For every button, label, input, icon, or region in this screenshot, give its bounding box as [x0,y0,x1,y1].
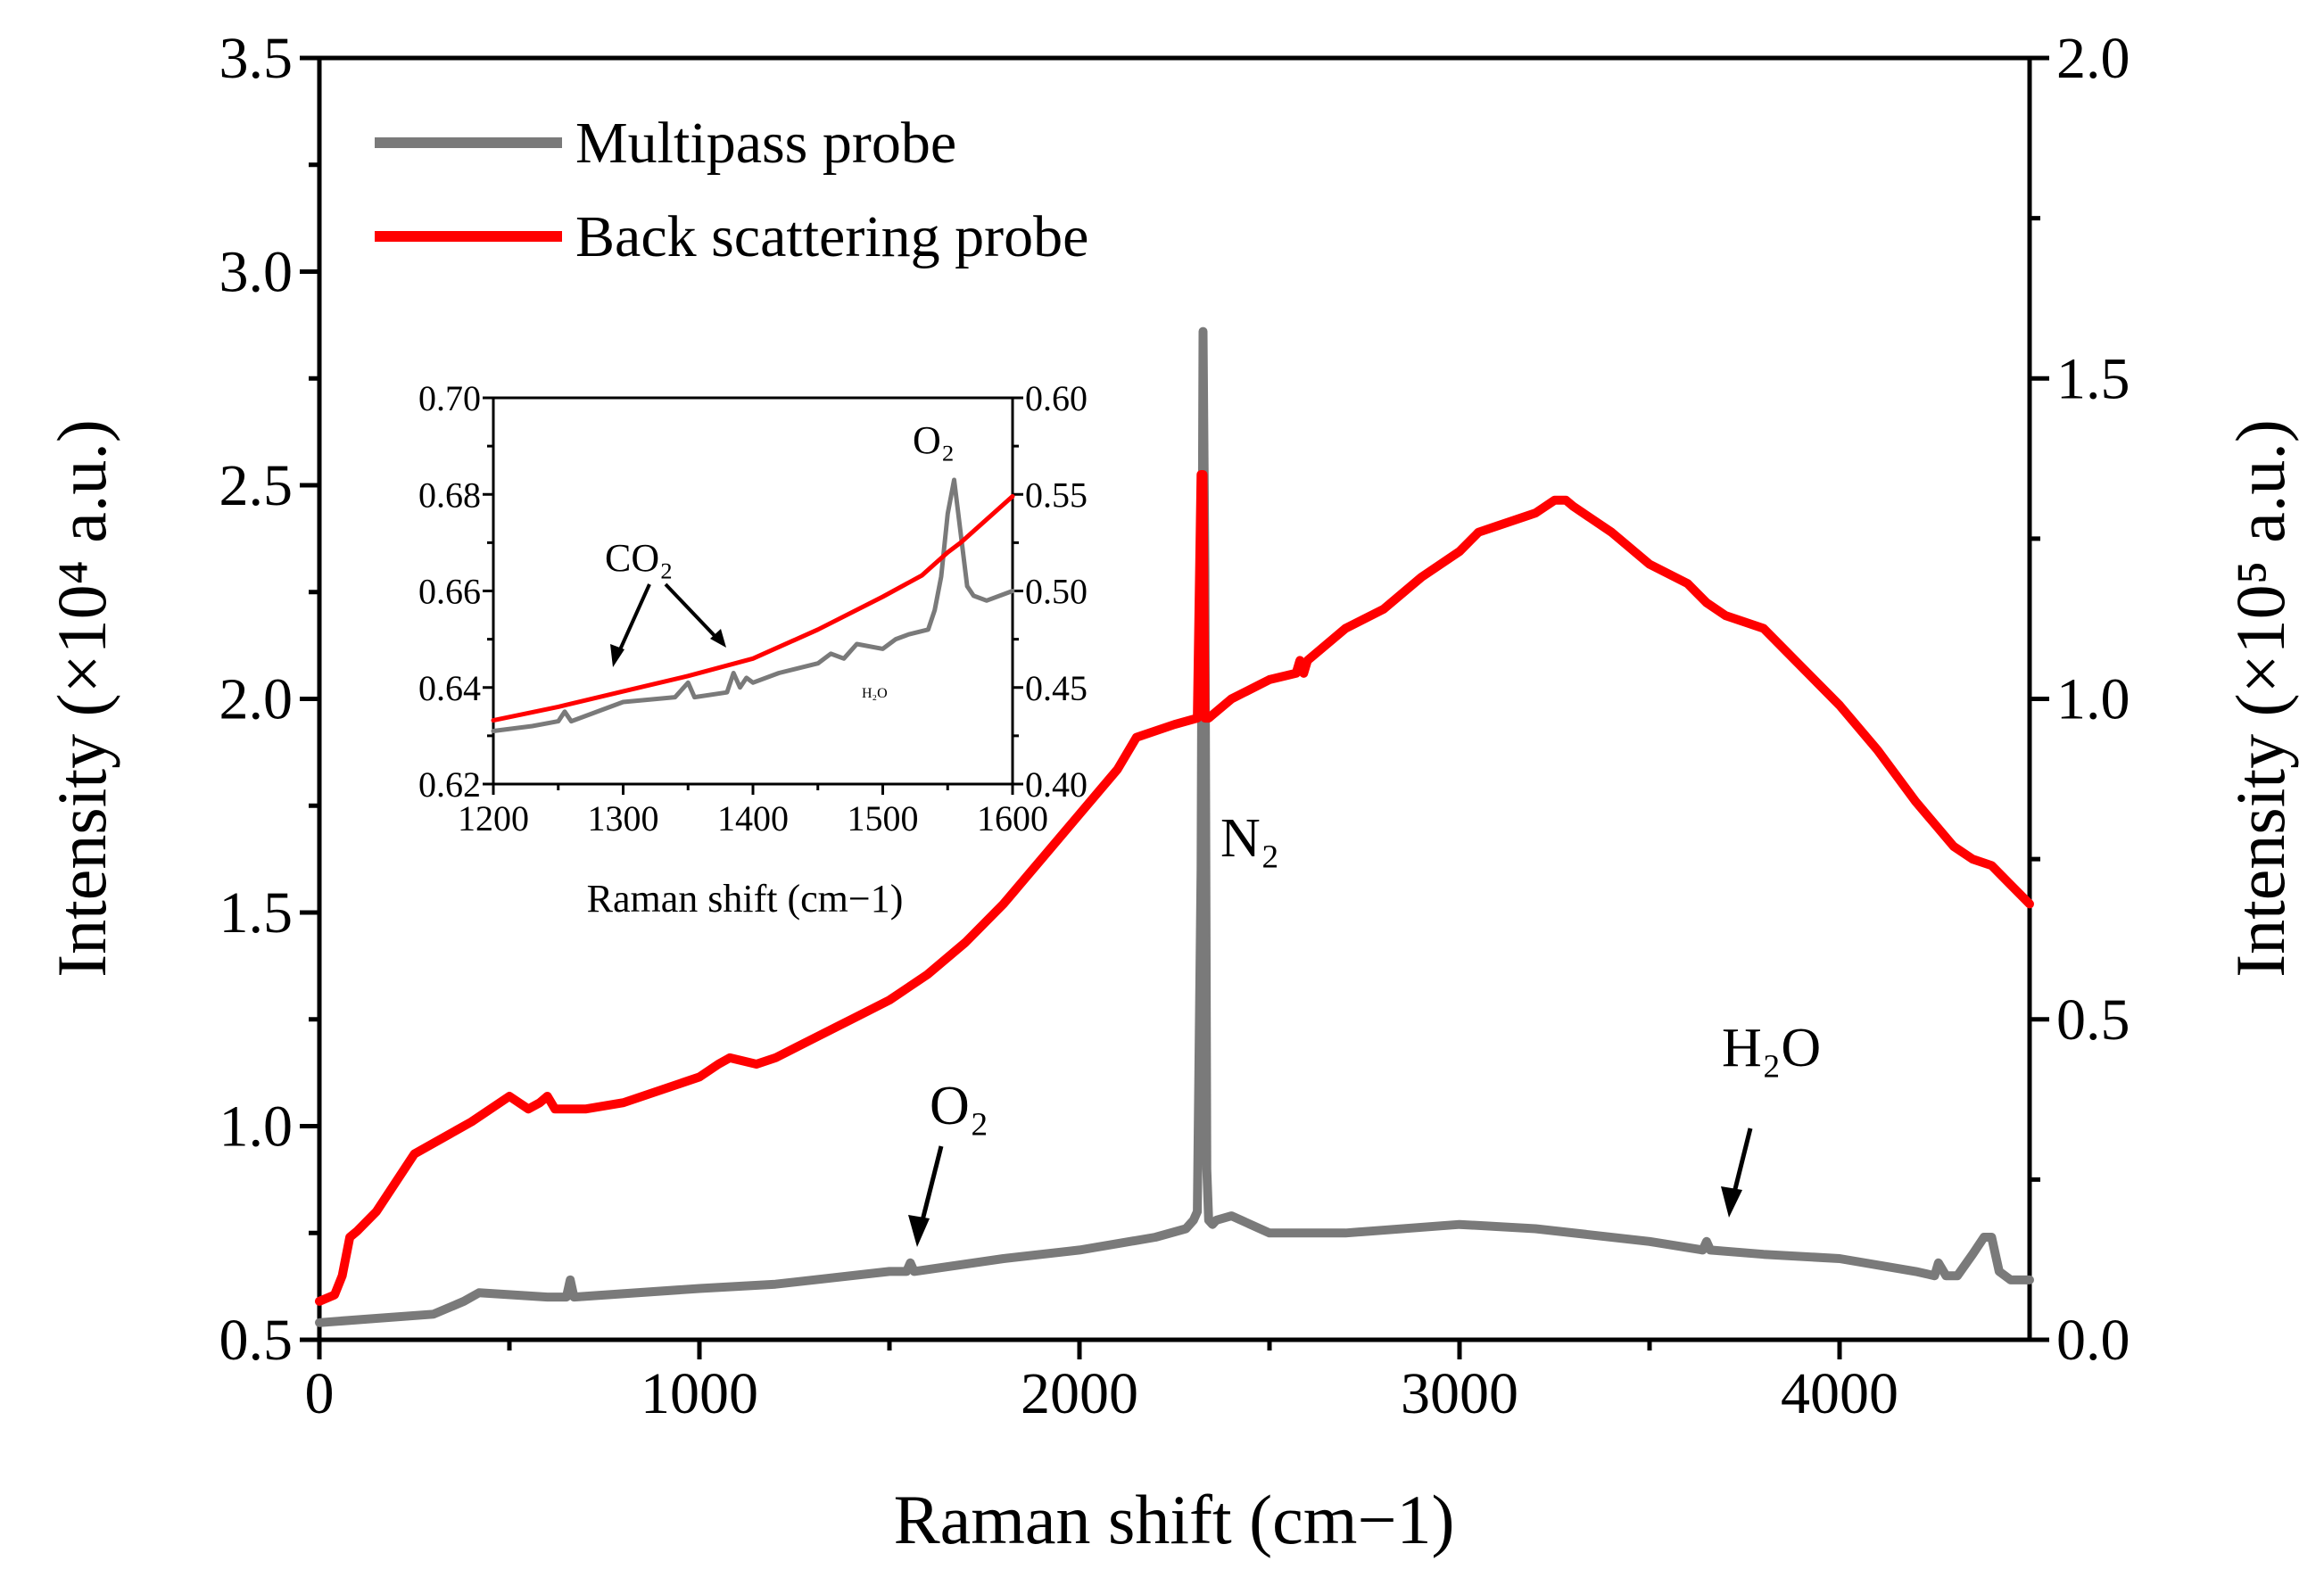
inset-series-line-backscatter [491,493,1015,723]
inset-x-tick-label: 1300 [588,798,659,838]
main-y-left-tick-label: 1.0 [219,1094,294,1160]
inset-y-right-tick-label: 0.55 [1025,475,1088,515]
inset-x-tick-label: 1500 [848,798,919,838]
inset-y-right-tick-label: 0.40 [1025,764,1088,805]
inset-y-left-tick-label: 0.66 [418,572,481,612]
inset-y-right-tick-label: 0.45 [1025,668,1088,708]
main-y-right-tick-label: 1.5 [2056,346,2130,411]
main-y-left-tick-label: 1.5 [219,880,294,946]
legend-label-multipass: Multipass probe [575,111,956,176]
y-axis-right-title: Intensity (×10⁵ a.u.) [2221,419,2299,978]
main-series [315,326,2034,1327]
main-ticks: 0 1000 2000 3000 4000 0.5 1.0 1.5 2.0 2.5 3.0 3.5 0.… [219,26,2130,1426]
inset-arrowhead-co2-right [710,629,726,648]
inset-arrow-co2-left [616,583,651,657]
arrowhead-h2o [1721,1186,1742,1218]
main-y-left-tick-label: 2.5 [219,453,294,518]
inset-ticks: 1200 1300 1400 1500 1600 0.62 0.64 0.66 0.68 0.70… [418,378,1088,838]
inset-y-left-tick-label: 0.70 [418,378,481,418]
inset-y-left-tick-label: 0.62 [418,764,481,805]
annotation-h2o: H₂O [1722,1018,1821,1078]
inset-annotation-co2: CO₂ [605,536,673,580]
legend: Multipass probe Back scattering probe [375,111,1088,269]
inset-annotation-o2: O₂ [913,418,955,462]
main-x-tick-label: 3000 [1401,1361,1518,1426]
inset-x-axis-title: Raman shift (cm−1) [587,877,904,921]
inset-x-tick-label: 1200 [458,798,529,838]
inset-x-tick-label: 1600 [977,798,1048,838]
main-x-tick-label: 2000 [1021,1361,1138,1426]
inset-y-right-tick-label: 0.60 [1025,378,1088,418]
inset-series [491,477,1015,733]
arrowhead-o2 [908,1215,930,1247]
inset-y-right-tick-label: 0.50 [1025,572,1088,612]
inset-y-left-tick-label: 0.64 [418,668,481,708]
annotation-o2: O₂ [930,1076,988,1136]
main-y-right-tick-label: 2.0 [2056,26,2130,91]
inset-arrow-co2-right [664,582,721,642]
inset-arrowhead-co2-left [610,644,624,667]
arrow-o2 [917,1145,944,1232]
main-y-left-tick-label: 2.0 [219,667,294,732]
arrow-h2o [1730,1127,1753,1201]
inset-annotation-h2o: H₂O [862,686,888,701]
main-x-tick-label: 4000 [1781,1361,1898,1426]
inset-series-line-multipass [491,477,1015,733]
annotation-n2: N₂ [1220,808,1279,869]
main-y-left-tick-label: 0.5 [219,1308,294,1373]
main-x-tick-label: 0 [305,1361,335,1426]
main-y-right-tick-label: 1.0 [2056,667,2130,732]
main-y-left-tick-label: 3.0 [219,240,294,305]
main-series-line-backscatter [315,470,2034,1306]
main-y-left-tick-label: 3.5 [219,26,294,91]
x-axis-title: Raman shift (cm−1) [894,1481,1455,1558]
y-axis-left-title: Intensity (×10⁴ a.u.) [43,419,120,978]
main-series-line-multipass [315,326,2034,1327]
inset-y-left-tick-label: 0.68 [418,475,481,515]
legend-label-backscatter: Back scattering probe [575,204,1088,269]
main-y-right-tick-label: 0.0 [2056,1308,2130,1373]
main-x-tick-label: 1000 [641,1361,758,1426]
inset-x-tick-label: 1400 [717,798,789,838]
main-y-right-tick-label: 0.5 [2056,987,2130,1053]
